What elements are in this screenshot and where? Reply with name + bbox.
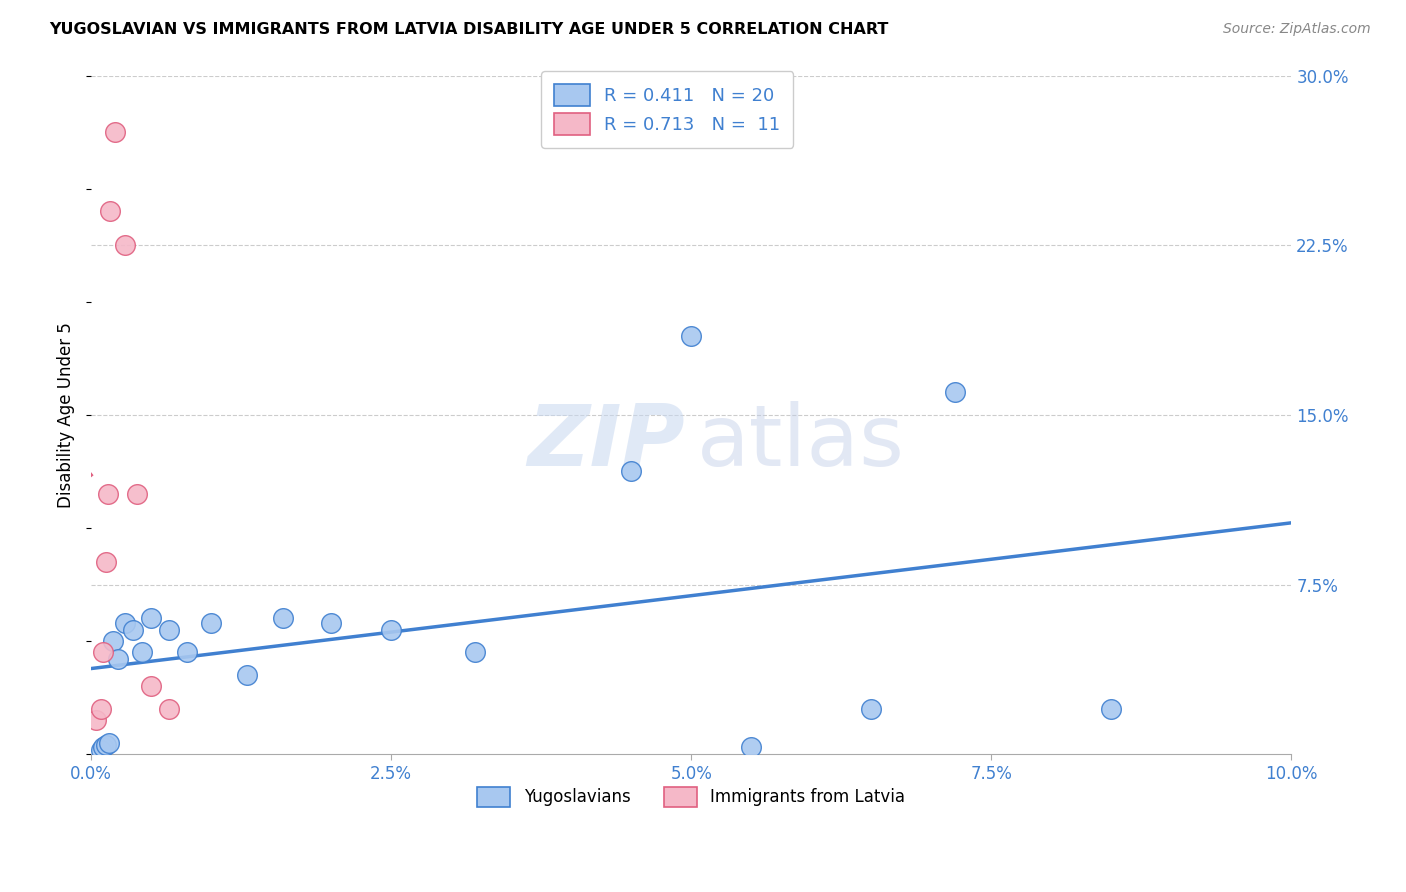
Point — [176, 645, 198, 659]
Point — [90, 702, 112, 716]
Point — [1099, 702, 1122, 716]
Point — [101, 634, 124, 648]
Point — [104, 125, 127, 139]
Text: ZIP: ZIP — [527, 401, 685, 483]
Point — [131, 645, 153, 659]
Point — [681, 328, 703, 343]
Point — [943, 385, 966, 400]
Point — [94, 738, 117, 752]
Point — [464, 645, 486, 659]
Point — [380, 623, 402, 637]
Y-axis label: Disability Age Under 5: Disability Age Under 5 — [58, 322, 75, 508]
Point — [84, 713, 107, 727]
Point — [122, 623, 145, 637]
Point — [271, 611, 294, 625]
Legend: Yugoslavians, Immigrants from Latvia: Yugoslavians, Immigrants from Latvia — [471, 780, 912, 814]
Text: YUGOSLAVIAN VS IMMIGRANTS FROM LATVIA DISABILITY AGE UNDER 5 CORRELATION CHART: YUGOSLAVIAN VS IMMIGRANTS FROM LATVIA DI… — [49, 22, 889, 37]
Point — [141, 611, 163, 625]
Point — [141, 679, 163, 693]
Point — [97, 487, 120, 501]
Point — [114, 615, 136, 630]
Point — [740, 740, 762, 755]
Point — [91, 645, 114, 659]
Point — [98, 204, 121, 219]
Point — [860, 702, 883, 716]
Point — [620, 465, 643, 479]
Point — [200, 615, 222, 630]
Point — [157, 702, 180, 716]
Point — [90, 742, 112, 756]
Point — [236, 668, 259, 682]
Point — [98, 736, 121, 750]
Point — [94, 555, 117, 569]
Point — [91, 740, 114, 755]
Point — [157, 623, 180, 637]
Point — [125, 487, 148, 501]
Point — [107, 652, 129, 666]
Text: atlas: atlas — [697, 401, 905, 483]
Text: Source: ZipAtlas.com: Source: ZipAtlas.com — [1223, 22, 1371, 37]
Point — [321, 615, 343, 630]
Point — [114, 238, 136, 252]
